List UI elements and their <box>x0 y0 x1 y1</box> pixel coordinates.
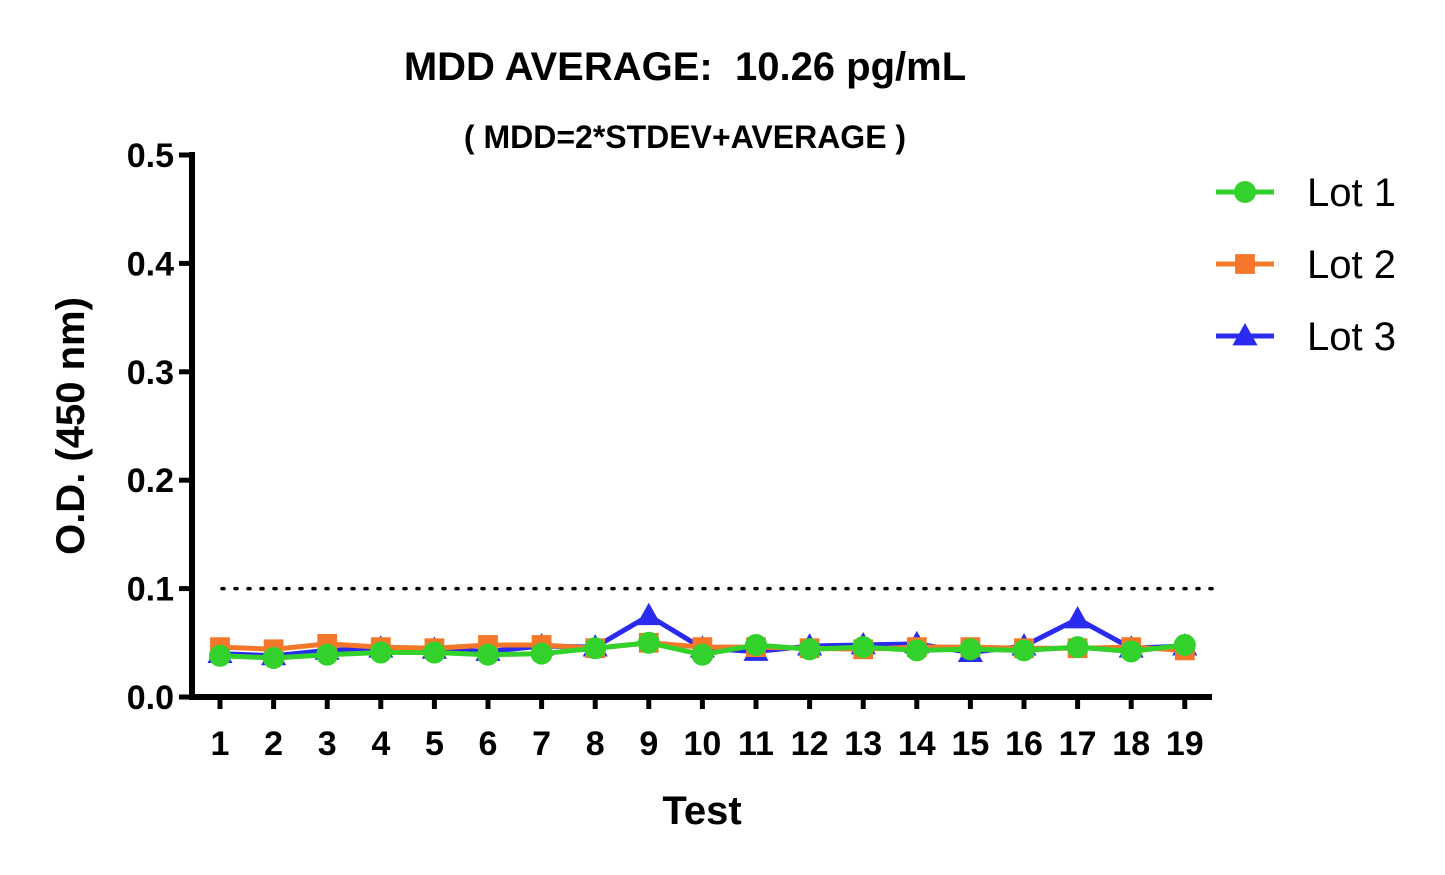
x-axis-label: Test <box>662 789 741 833</box>
x-tick-label: 12 <box>791 725 829 763</box>
data-point-lot-1 <box>316 643 339 666</box>
y-tick-label: 0.2 <box>127 462 174 500</box>
y-axis-label: O.D. (450 nm) <box>49 297 93 555</box>
y-tick-label: 0.5 <box>127 137 174 175</box>
data-point-lot-1 <box>1173 633 1196 656</box>
legend-label: Lot 3 <box>1307 315 1396 359</box>
x-tick-label: 3 <box>318 725 337 763</box>
y-tick-label: 0.0 <box>127 679 174 717</box>
data-point-lot-1 <box>1066 636 1089 659</box>
data-point-lot-1 <box>530 642 553 665</box>
x-tick-label: 15 <box>951 725 989 763</box>
y-tick-label: 0.1 <box>127 571 174 609</box>
x-tick-label: 10 <box>683 725 721 763</box>
series-lot-1 <box>209 631 1196 669</box>
x-tick-label: 11 <box>738 725 774 763</box>
data-point-lot-1 <box>798 638 821 661</box>
legend-item-lot-2: Lot 2 <box>1216 243 1396 287</box>
legend-item-lot-1: Lot 1 <box>1216 171 1396 215</box>
x-tick-label: 19 <box>1166 725 1204 763</box>
x-tick-label: 17 <box>1059 725 1097 763</box>
data-point-lot-1 <box>1120 640 1143 663</box>
legend-item-lot-3: Lot 3 <box>1216 315 1396 359</box>
legend: Lot 1 Lot 2 Lot 3 <box>1216 171 1396 359</box>
data-point-lot-3 <box>1065 605 1091 629</box>
legend-label: Lot 1 <box>1307 171 1396 215</box>
data-point-lot-1 <box>369 641 392 664</box>
x-tick-label: 13 <box>844 725 882 763</box>
legend-label: Lot 2 <box>1307 243 1396 287</box>
x-tick-label: 14 <box>898 725 936 763</box>
data-point-lot-1 <box>209 644 231 667</box>
data-point-lot-1 <box>905 639 928 662</box>
data-point-lot-1 <box>262 646 285 669</box>
y-tick-label: 0.4 <box>127 245 174 283</box>
data-point-lot-1 <box>423 641 446 664</box>
chart-subtitle: ( MDD=2*STDEV+AVERAGE ) <box>464 119 906 155</box>
data-point-lot-1 <box>584 637 607 660</box>
data-point-lot-1 <box>637 631 660 654</box>
legend-marker <box>1234 181 1256 203</box>
data-point-lot-1 <box>959 638 982 661</box>
x-tick-label: 16 <box>1005 725 1043 763</box>
x-tick-label: 4 <box>371 725 390 763</box>
y-tick-label: 0.3 <box>127 354 174 392</box>
chart-title: MDD AVERAGE: 10.26 pg/mL <box>404 45 966 89</box>
x-tick-label: 18 <box>1112 725 1150 763</box>
x-tick-label: 9 <box>639 725 658 763</box>
x-tick-label: 1 <box>211 725 230 763</box>
data-point-lot-1 <box>477 643 499 666</box>
series-layer <box>207 602 1198 669</box>
legend-marker <box>1232 323 1258 346</box>
data-point-lot-1 <box>691 643 714 666</box>
x-tick-label: 2 <box>264 725 283 763</box>
data-point-lot-1 <box>745 633 767 656</box>
x-tick-label: 7 <box>532 725 551 763</box>
x-tick-label: 8 <box>586 725 605 763</box>
data-point-lot-1 <box>852 636 875 659</box>
data-point-lot-1 <box>1013 639 1035 662</box>
x-tick-label: 5 <box>425 725 444 763</box>
data-point-lot-3 <box>636 602 662 626</box>
axes: 0.00.10.20.30.40.51 2 3 4 5 6 7 8 9 10 11 12 13 14 15 1… <box>127 137 1212 763</box>
legend-marker <box>1235 254 1255 274</box>
x-tick-label: 6 <box>479 725 498 763</box>
